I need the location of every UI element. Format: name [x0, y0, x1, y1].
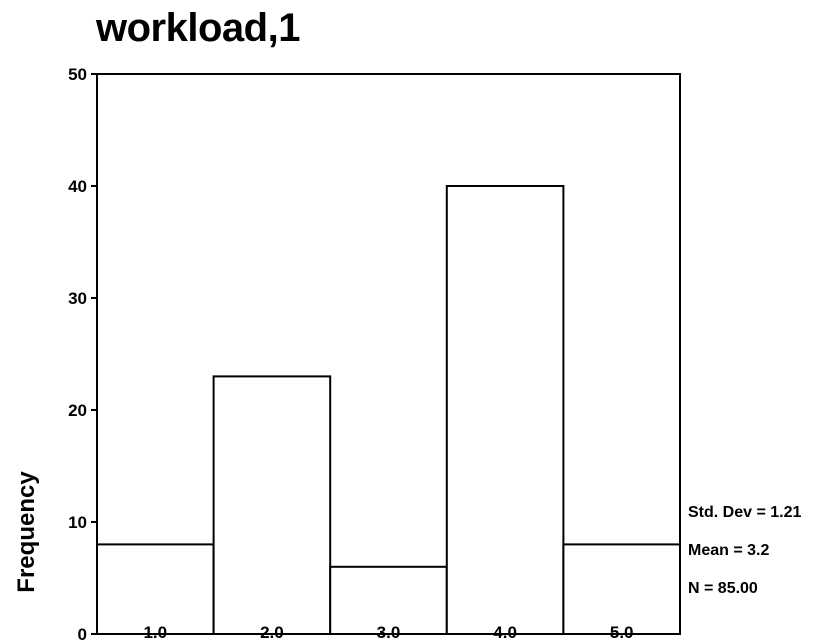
stat-std-dev: Std. Dev = 1.21	[688, 504, 801, 521]
y-axis-label: Frequency	[13, 471, 40, 593]
x-tick-label: 5.0	[610, 623, 634, 642]
stat-mean: Mean = 3.2	[688, 542, 769, 559]
y-tick-label: 50	[68, 65, 87, 84]
bar-4.0	[445, 185, 565, 635]
x-tick-label: 1.0	[143, 623, 167, 642]
y-axis: 0 10 20 30 40 50	[68, 65, 97, 642]
bar-1.0	[96, 543, 215, 636]
x-axis: 1.0 2.0 3.0 4.0 5.0	[143, 623, 633, 642]
bar-3.0	[329, 565, 448, 635]
plot-frame	[96, 73, 681, 635]
y-tick-label: 40	[68, 177, 87, 196]
bars-group	[96, 185, 682, 636]
y-tick-label: 30	[68, 289, 87, 308]
bar-5.0	[562, 543, 682, 636]
bar-2.0	[212, 375, 332, 635]
x-tick-label: 3.0	[377, 623, 401, 642]
x-tick-label: 4.0	[493, 623, 517, 642]
x-tick-label: 2.0	[260, 623, 284, 642]
y-tick-label: 0	[78, 625, 87, 642]
y-tick-label: 10	[68, 513, 87, 532]
y-tick-label: 20	[68, 401, 87, 420]
chart-title: workload,1	[96, 6, 300, 50]
stats-legend: Std. Dev = 1.21 Mean = 3.2 N = 85.00	[688, 504, 801, 597]
stat-n: N = 85.00	[688, 580, 758, 597]
